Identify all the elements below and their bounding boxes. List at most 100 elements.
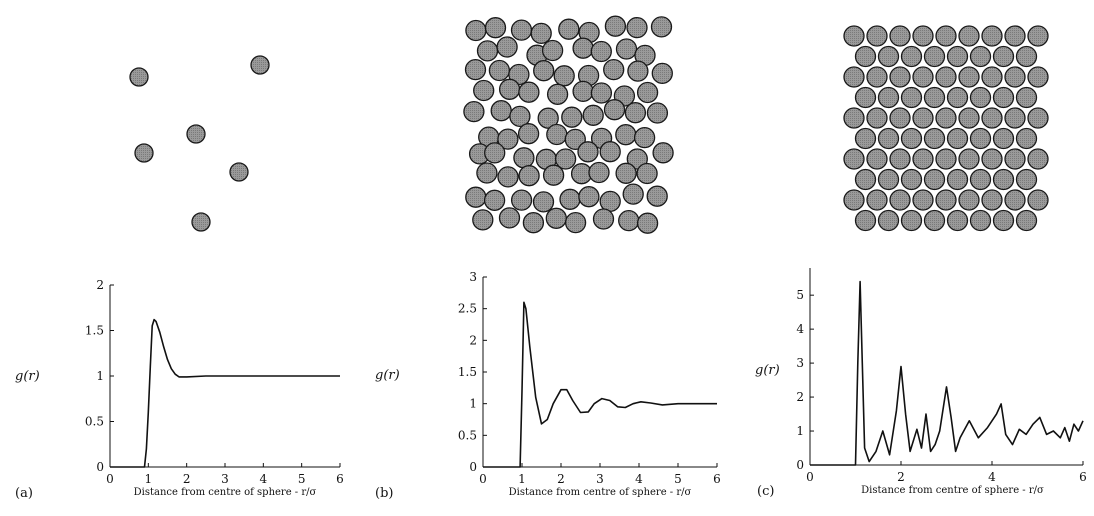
- panel-label: (c): [757, 484, 774, 499]
- particle: [1015, 209, 1038, 232]
- y-tick-label: 1: [796, 424, 804, 438]
- particle: [646, 185, 668, 207]
- particle: [509, 105, 531, 128]
- particle: [592, 208, 615, 230]
- particle: [590, 40, 612, 63]
- particle: [652, 142, 674, 164]
- x-tick-label: 2: [557, 472, 565, 486]
- particle: [650, 16, 673, 38]
- particle: [615, 162, 637, 184]
- particle: [1015, 86, 1038, 109]
- particle: [537, 107, 559, 129]
- particle: [588, 161, 610, 184]
- particle: [889, 25, 911, 47]
- particle: [877, 209, 900, 232]
- particle: [488, 59, 511, 82]
- particle: [992, 45, 1015, 68]
- particle: [564, 211, 587, 234]
- x-tick-label: 1: [518, 472, 526, 486]
- particle: [542, 164, 565, 186]
- particle: [1004, 148, 1026, 170]
- particle: [854, 209, 877, 232]
- particle: [889, 107, 911, 129]
- particle: [646, 102, 669, 124]
- x-tick-label: 0: [479, 472, 487, 486]
- y-tick-label: 0: [796, 458, 804, 472]
- particle: [935, 66, 957, 88]
- y-axis-label: g(r): [15, 369, 40, 384]
- x-axis-label: Distance from centre of sphere - r/σ: [134, 487, 317, 498]
- particle: [866, 107, 888, 129]
- particle: [900, 45, 923, 68]
- particle: [1027, 25, 1049, 47]
- particle: [561, 106, 583, 128]
- particle: [463, 100, 485, 123]
- particle: [530, 22, 552, 45]
- particle: [497, 128, 519, 150]
- y-tick-label: 5: [796, 288, 804, 302]
- gr-curve: [483, 301, 717, 468]
- x-tick-label: 2: [897, 470, 905, 484]
- particle: [923, 127, 946, 150]
- y-tick-label: 2: [796, 390, 804, 404]
- y-tick-label: 1: [469, 397, 477, 411]
- particle: [541, 39, 564, 62]
- particle: [533, 60, 555, 82]
- particle: [992, 86, 1015, 109]
- particle: [981, 189, 1003, 211]
- particle: [981, 148, 1003, 170]
- particle: [992, 168, 1015, 191]
- x-tick-label: 6: [713, 472, 721, 486]
- chart-a: 0 0.5 1 1.5 2 0 1 2 3 4 5 6 g(r) Distance from centre…: [15, 278, 344, 501]
- particle: [935, 107, 957, 129]
- x-tick-label: 1: [145, 472, 153, 486]
- particle: [981, 25, 1003, 47]
- particle: [483, 189, 506, 211]
- y-tick-label: 0.5: [458, 428, 477, 442]
- particle: [636, 162, 658, 185]
- chart-b-panel: 0 0.5 1 1.5 2 2.5 3 0 1 2 3 4 5 6 g(r) Distance from ce…: [375, 255, 735, 512]
- particle: [935, 189, 957, 211]
- panel-label: (b): [375, 486, 393, 501]
- particle: [496, 36, 518, 58]
- particle: [1004, 107, 1026, 129]
- particle: [981, 107, 1003, 129]
- particle: [186, 124, 206, 144]
- y-tick-label: 1: [96, 369, 104, 383]
- particle: [484, 142, 506, 164]
- particle: [624, 102, 647, 124]
- particle: [992, 127, 1015, 150]
- particle: [958, 66, 980, 88]
- particle: [532, 191, 555, 213]
- particle: [129, 67, 149, 87]
- y-tick-label: 0: [96, 460, 104, 474]
- particle: [992, 209, 1015, 232]
- y-tick-label: 1.5: [85, 324, 104, 338]
- particle: [577, 141, 599, 163]
- x-tick-label: 0: [806, 470, 814, 484]
- particle: [513, 147, 535, 169]
- particle: [866, 148, 888, 170]
- x-axis-label: Distance from centre of sphere - r/σ: [509, 487, 692, 498]
- particle: [958, 148, 980, 170]
- x-tick-label: 5: [298, 472, 306, 486]
- particle: [554, 148, 577, 170]
- particle: [603, 58, 625, 81]
- gr-curve: [810, 280, 1084, 466]
- particle: [923, 209, 946, 232]
- particle: [633, 126, 656, 149]
- particle: [517, 123, 540, 145]
- y-axis-label: g(r): [375, 368, 400, 383]
- particle: [900, 209, 923, 232]
- particle: [854, 45, 877, 68]
- chart-c: 0 1 2 3 4 5 0 2 4 6 g(r) Distance from centre of sp…: [755, 268, 1087, 499]
- particle: [843, 66, 865, 88]
- particle: [590, 82, 613, 104]
- particle: [1027, 148, 1049, 170]
- x-tick-label: 3: [221, 472, 229, 486]
- particle: [958, 189, 980, 211]
- particle: [627, 60, 649, 82]
- particle: [889, 66, 911, 88]
- panel-label: (a): [15, 486, 33, 501]
- particle: [545, 207, 567, 229]
